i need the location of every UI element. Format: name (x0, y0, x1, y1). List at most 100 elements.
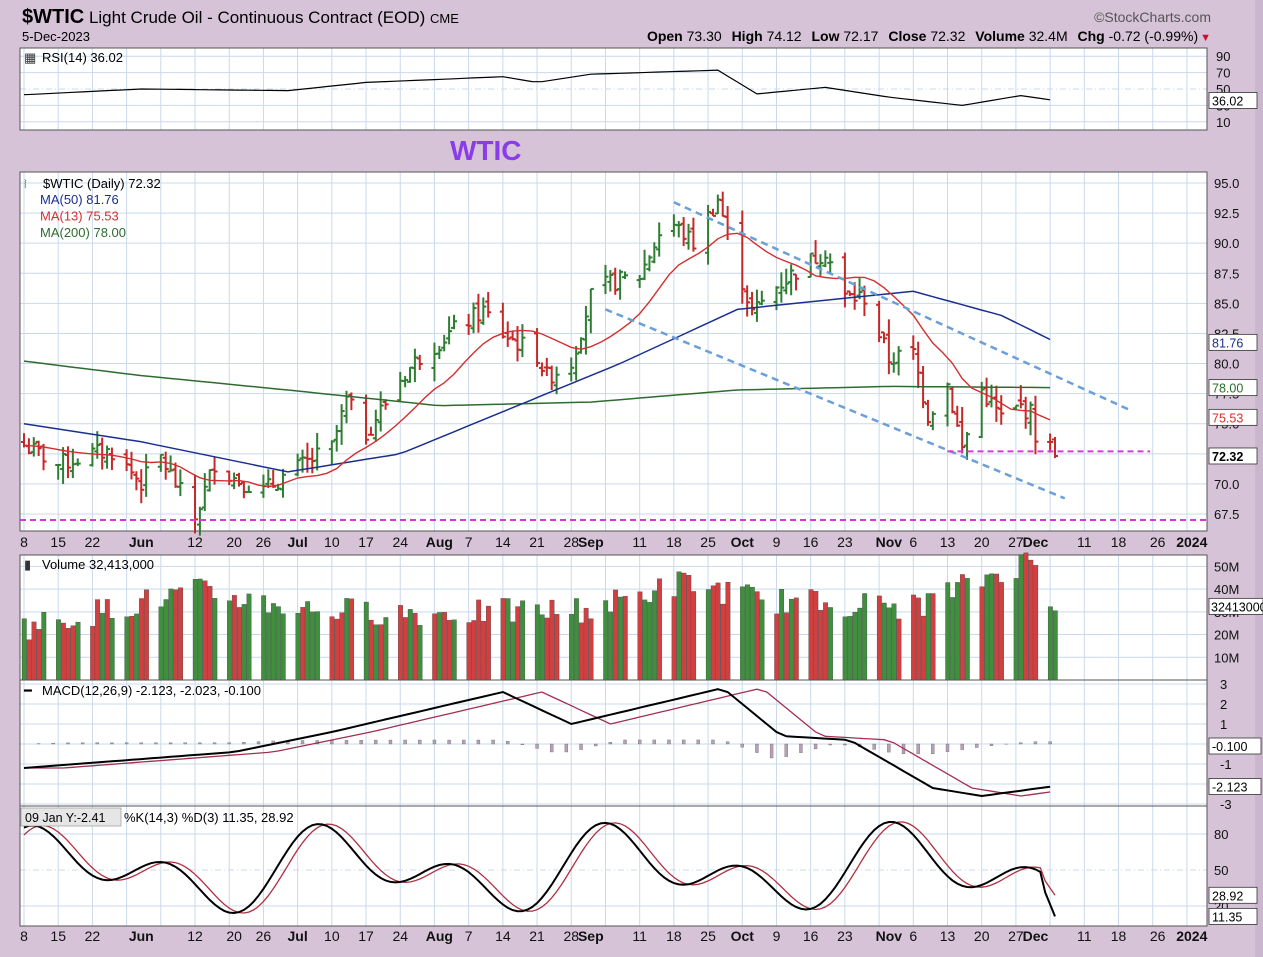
rsi-label: RSI(14) 36.02 (42, 50, 123, 65)
volume-bar (344, 598, 350, 681)
macd-hist-bar (843, 743, 847, 746)
volume-bar (813, 591, 819, 681)
volume-bar (231, 595, 237, 681)
macd-tag-box (1208, 737, 1262, 755)
volume-bar (578, 622, 584, 681)
volume-tick: 50M (1214, 559, 1239, 574)
x-tick-label: 7 (465, 928, 473, 944)
volume-bar (178, 587, 184, 681)
volume-label: Volume 32,413,000 (42, 557, 154, 572)
volume-tick: 10M (1214, 650, 1239, 665)
volume-bar (75, 621, 81, 681)
x-tick-label: 18 (1111, 928, 1127, 944)
x-tick-label: 2024 (1176, 534, 1207, 550)
volume-bar (300, 607, 306, 681)
volume-bar (715, 582, 721, 681)
volume-bar (510, 621, 516, 681)
volume-bar (637, 591, 643, 681)
x-tick-label: Nov (876, 534, 903, 550)
x-tick-label: 15 (50, 928, 66, 944)
rsi-tick: 90 (1216, 49, 1230, 64)
macd-hist-bar (681, 739, 686, 745)
volume-bar (539, 614, 545, 681)
volume-bar (520, 600, 526, 681)
price-tick: 67.5 (1214, 507, 1239, 522)
macd-hist-bar (989, 743, 994, 746)
volume-bar (842, 616, 848, 681)
price-tick: 92.5 (1214, 206, 1239, 221)
volume-bar (573, 598, 579, 681)
x-tick-label: 26 (1150, 928, 1166, 944)
volume-bar (647, 602, 653, 681)
volume-bar (793, 597, 799, 681)
volume-bar (652, 590, 657, 681)
volume-bar (989, 573, 995, 681)
x-tick-label: 9 (773, 534, 781, 550)
volume-bar (168, 588, 174, 681)
volume-icon: ▮ (24, 557, 31, 572)
x-tick-label: 21 (529, 534, 545, 550)
macd-hist-bar (95, 742, 99, 745)
macd-hist-bar (1048, 741, 1052, 745)
volume-bar (90, 626, 96, 681)
chart-title: $WTIC Light Crude Oil - Continuous Contr… (22, 6, 459, 29)
x-tick-label: 11 (1077, 534, 1092, 550)
volume-bar (960, 574, 965, 681)
macd-hist-bar (564, 743, 569, 753)
volume-bar (1033, 565, 1039, 681)
volume-bar (246, 593, 252, 681)
macd-tick: 3 (1220, 677, 1227, 692)
x-tick-label: 23 (837, 534, 853, 550)
volume-bar (104, 599, 110, 681)
volume-bar (691, 591, 697, 681)
macd-hist-bar (711, 739, 715, 745)
chg-value: -0.72 (-0.99%) (1108, 28, 1199, 44)
volume-bar (1047, 606, 1053, 681)
x-tick-label: 15 (50, 534, 66, 550)
price-tick: 87.5 (1214, 266, 1239, 281)
volume-bar (784, 612, 789, 681)
x-tick-label: Jun (129, 928, 154, 944)
volume-bar (549, 599, 555, 681)
macd-tick: 2 (1220, 697, 1227, 712)
volume-bar (432, 613, 438, 681)
x-tick-label: 18 (666, 534, 682, 550)
volume-bar (227, 600, 232, 681)
stoch-tag: 28.92 (1212, 889, 1243, 903)
macd-hist-bar (359, 740, 363, 745)
macd-hist-bar (872, 743, 876, 750)
volume-bar (363, 601, 369, 681)
x-tick-label: 28 (563, 928, 579, 944)
volume-bar (70, 625, 76, 681)
volume-bar (920, 615, 926, 681)
macd-hist-bar (154, 742, 158, 745)
x-tick-label: Dec (1023, 534, 1049, 550)
open-value: 73.30 (686, 28, 722, 44)
x-tick-label: 18 (1111, 534, 1127, 550)
x-tick-label: 11 (632, 928, 647, 944)
macd-hist-bar (418, 739, 422, 745)
macd-hist-bar (579, 743, 583, 750)
volume-bar (100, 613, 105, 681)
macd-hist-bar (242, 742, 246, 745)
volume-bar (305, 601, 311, 681)
exchange: CME (430, 11, 459, 26)
macd-hist-bar (594, 743, 598, 747)
volume-bar (818, 610, 824, 681)
macd-hist-bar (1019, 742, 1023, 745)
price-tag: 75.53 (1212, 411, 1243, 425)
macd-hist-bar (330, 740, 334, 745)
macd-hist-bar (80, 742, 85, 745)
hover-readout-box (20, 807, 122, 827)
scrollbar[interactable] (1255, 0, 1263, 957)
volume-bar (26, 639, 32, 681)
macd-hist-bar (755, 743, 759, 753)
volume-bar (295, 613, 301, 681)
stoch-label: %K(14,3) %D(3) 11.35, 28.92 (124, 810, 294, 825)
volume-bar (1052, 610, 1058, 681)
macd-hist-bar (403, 739, 407, 745)
macd-hist-bar (388, 739, 393, 745)
macd-hist-bar (374, 739, 378, 745)
volume-bar (466, 622, 472, 681)
macd-hist-bar (520, 743, 525, 745)
